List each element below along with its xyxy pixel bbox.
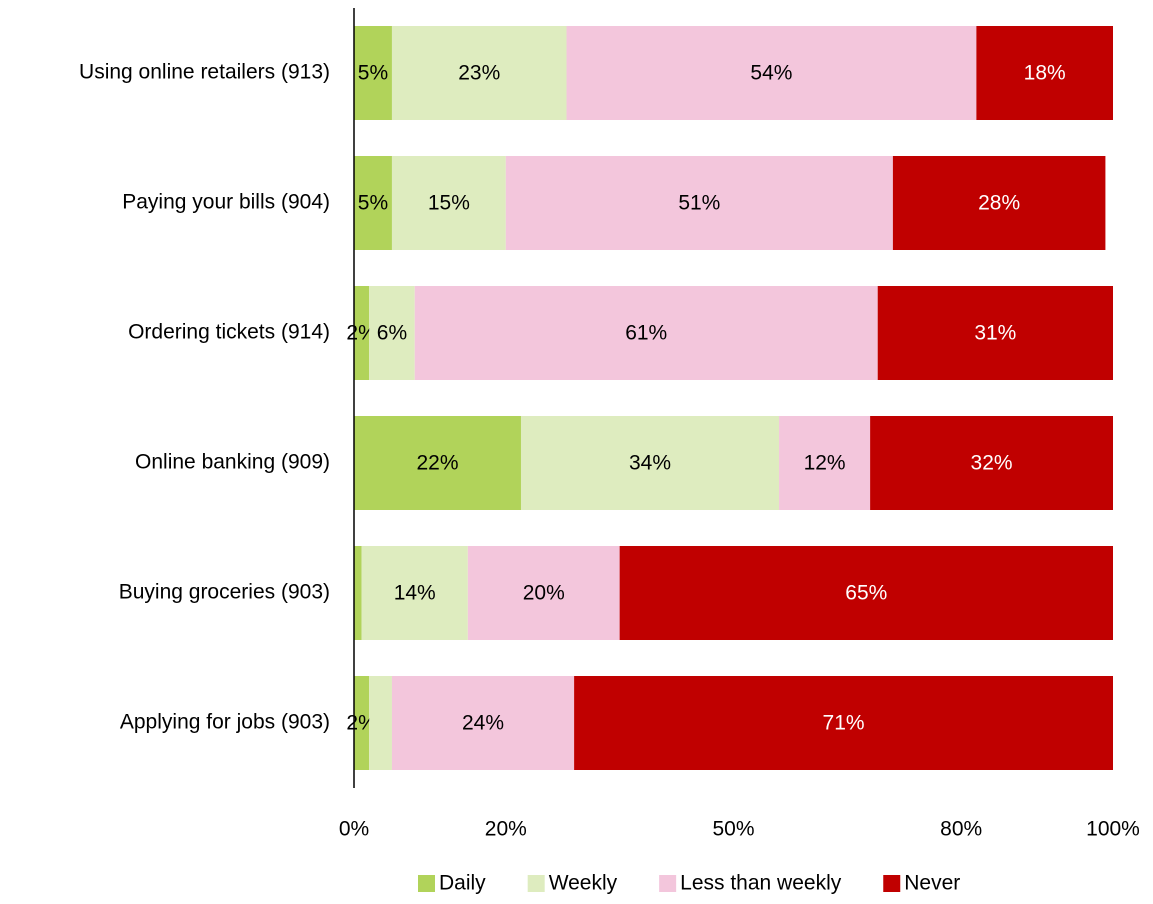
bar-segment: [354, 416, 521, 510]
bar-segment: [467, 546, 620, 640]
legend-label: Never: [904, 872, 960, 895]
data-label: 23%: [458, 62, 500, 85]
data-label: 22%: [416, 452, 458, 475]
data-label: 5%: [358, 192, 388, 215]
bar-segment: [619, 546, 1113, 640]
data-label: 28%: [978, 192, 1020, 215]
x-tick-label: 100%: [1086, 818, 1140, 841]
data-label: 71%: [823, 712, 865, 735]
bar-segment: [877, 286, 1113, 380]
data-label: 15%: [428, 192, 470, 215]
bar-segment: [566, 26, 977, 120]
bar-segment: [391, 156, 506, 250]
legend-swatch: [659, 875, 677, 892]
bar-segment: [354, 676, 370, 770]
data-label: 12%: [804, 452, 846, 475]
legend-swatch: [527, 875, 545, 892]
bar-segment: [391, 26, 567, 120]
legend-label: Less than weekly: [680, 872, 842, 895]
x-tick-label: 50%: [712, 818, 754, 841]
y-tick-label: Using online retailers (913): [79, 61, 330, 84]
bar-segment: [574, 676, 1113, 770]
bar-segment: [870, 416, 1113, 510]
y-tick-label: Online banking (909): [135, 451, 330, 474]
bar-segment: [354, 26, 392, 120]
y-tick-label: Buying groceries (903): [119, 581, 330, 604]
data-label: 54%: [750, 62, 792, 85]
bar-segment: [391, 676, 575, 770]
data-label: 18%: [1024, 62, 1066, 85]
data-label: 61%: [625, 322, 667, 345]
bar-segment: [892, 156, 1106, 250]
bar-segment: [354, 546, 362, 640]
bar-segment: [354, 286, 370, 380]
y-tick-label: Ordering tickets (914): [128, 321, 330, 344]
data-label: 6%: [377, 322, 407, 345]
data-label: 31%: [974, 322, 1016, 345]
data-label: 32%: [971, 452, 1013, 475]
legend-swatch: [418, 875, 435, 892]
x-tick-label: 0%: [339, 818, 369, 841]
x-tick-label: 20%: [485, 818, 527, 841]
bar-segment: [414, 286, 878, 380]
y-tick-label: Applying for jobs (903): [120, 711, 330, 734]
y-tick-label: Paying your bills (904): [122, 191, 330, 214]
legend-label: Daily: [439, 872, 486, 895]
data-label: 5%: [358, 62, 388, 85]
data-label: 20%: [523, 582, 565, 605]
legend-label: Weekly: [549, 872, 618, 895]
data-label: 65%: [845, 582, 887, 605]
x-tick-label: 80%: [940, 818, 982, 841]
bar-segment: [354, 156, 392, 250]
bar-segment: [520, 416, 780, 510]
bar-segment: [976, 26, 1113, 120]
bar-segment: [369, 676, 392, 770]
data-label: 24%: [462, 712, 504, 735]
data-label: 34%: [629, 452, 671, 475]
bar-segment: [369, 286, 415, 380]
bar-segment: [779, 416, 871, 510]
data-label: 14%: [394, 582, 436, 605]
bar-segment: [361, 546, 468, 640]
data-label: 51%: [678, 192, 720, 215]
bar-segment: [505, 156, 893, 250]
legend-swatch: [883, 875, 901, 892]
